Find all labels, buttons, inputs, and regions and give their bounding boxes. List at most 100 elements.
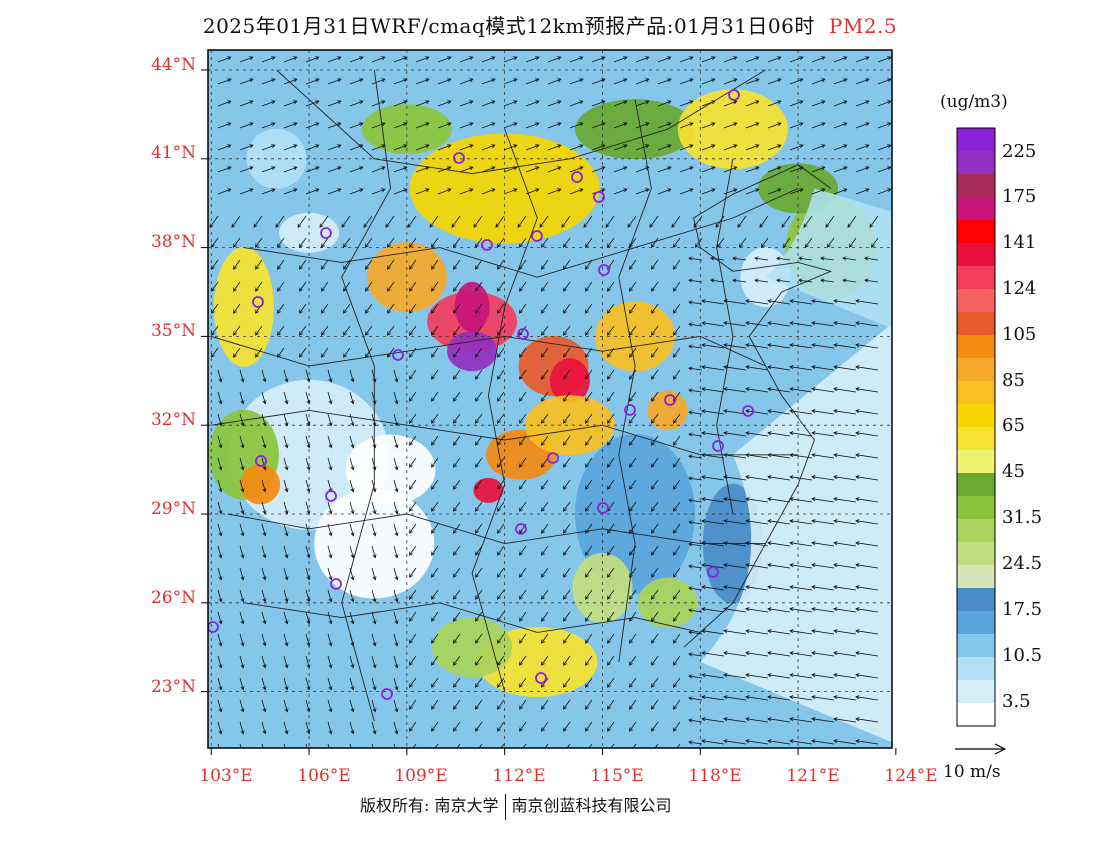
wind-arrow (497, 677, 505, 688)
wind-arrow (387, 325, 395, 336)
wind-arrow (211, 347, 219, 358)
wind-arrow (409, 655, 417, 666)
wind-arrow (371, 100, 386, 107)
wind-arrow (563, 479, 571, 490)
wind-arrow (855, 607, 879, 613)
wind-arrow (688, 388, 703, 393)
wind-arrow (261, 501, 267, 515)
wind-arrow (541, 655, 549, 666)
wind-arrow (701, 387, 725, 393)
wind-arrow (701, 100, 716, 107)
wind-arrow (283, 633, 289, 647)
wind-arrow (327, 611, 333, 625)
wind-arrow (321, 325, 329, 336)
wind-reference-label: 10 m/s (943, 762, 1001, 782)
wind-arrow (754, 278, 769, 283)
wind-arrow (563, 633, 571, 644)
wind-arrow (239, 188, 254, 195)
wind-arrow (789, 541, 813, 547)
wind-arrow (393, 435, 399, 449)
wind-arrow (261, 721, 267, 735)
wind-arrow (277, 281, 285, 292)
wind-arrow (305, 100, 320, 107)
wind-arrow (299, 259, 307, 270)
wind-arrow (651, 325, 659, 336)
wind-arrow (453, 413, 461, 424)
wind-arrow (217, 56, 232, 63)
wind-arrow (679, 188, 694, 195)
wind-arrow (393, 677, 399, 691)
wind-arrow (233, 259, 241, 270)
wind-arrow (877, 56, 892, 63)
wind-arrow (855, 431, 879, 437)
wind-arrow (688, 498, 703, 503)
wind-arrow (239, 166, 254, 173)
wind-arrow (745, 166, 760, 173)
wind-arrow (671, 215, 681, 228)
wind-arrow (431, 281, 439, 292)
wind-arrow (261, 391, 267, 405)
pollution-area (409, 133, 600, 244)
wind-arrow (833, 122, 848, 129)
colorbar-swatch (957, 174, 995, 197)
wind-arrow (651, 457, 659, 468)
wind-arrow (327, 743, 330, 748)
colorbar-label: 225 (1002, 141, 1037, 162)
wind-arrow (261, 413, 267, 427)
wind-arrow (393, 100, 408, 107)
colorbar-label: 31.5 (1002, 507, 1043, 528)
wind-arrow (833, 188, 848, 195)
wind-arrow (759, 215, 769, 228)
wind-arrow (877, 100, 892, 107)
wind-arrow (453, 325, 461, 336)
wind-arrow (651, 237, 659, 248)
wind-arrow (497, 699, 505, 710)
wind-arrow (833, 100, 848, 107)
wind-arrow (239, 479, 245, 493)
title-variable: PM2.5 (828, 14, 898, 38)
wind-arrow (833, 629, 857, 635)
wind-arrow (409, 479, 417, 490)
wind-arrow (739, 237, 747, 248)
wind-arrow (607, 589, 615, 600)
wind-arrow (561, 215, 571, 228)
colorbar-label: 124 (1002, 278, 1037, 299)
wind-arrow (789, 365, 813, 371)
wind-arrow (833, 475, 857, 481)
wind-arrow (855, 321, 879, 327)
wind-arrow (409, 611, 417, 622)
wind-arrow (431, 677, 439, 688)
wind-arrow (811, 166, 826, 173)
wind-arrow (651, 347, 659, 358)
wind-arrow (497, 413, 505, 424)
wind-arrow (261, 655, 267, 669)
wind-arrow (541, 523, 549, 534)
wind-arrow (475, 545, 483, 556)
wind-arrow (497, 567, 505, 578)
wind-arrow (283, 122, 298, 129)
wind-arrow (519, 391, 527, 402)
wind-arrow (305, 633, 311, 647)
wind-arrow (327, 655, 333, 669)
station-marker (571, 171, 583, 183)
wind-arrow (673, 721, 681, 732)
colorbar-swatch (957, 197, 995, 220)
wind-arrow (365, 281, 373, 292)
wind-arrow (688, 652, 703, 657)
wind-arrow (239, 655, 245, 669)
wind-arrow (701, 695, 725, 701)
wind-arrow (723, 717, 747, 723)
wind-arrow (393, 56, 408, 63)
wind-arrow (563, 237, 571, 248)
wind-arrow (431, 457, 439, 468)
pollution-area (473, 477, 504, 503)
wind-arrow (833, 651, 857, 657)
wind-arrow (497, 721, 505, 732)
lon-label: 103°E (199, 766, 253, 786)
wind-arrow (789, 673, 813, 679)
wind-arrow (745, 343, 769, 349)
wind-arrow (811, 78, 826, 85)
wind-arrow (563, 545, 571, 556)
wind-arrow (305, 589, 311, 603)
boundary-line (716, 158, 734, 515)
